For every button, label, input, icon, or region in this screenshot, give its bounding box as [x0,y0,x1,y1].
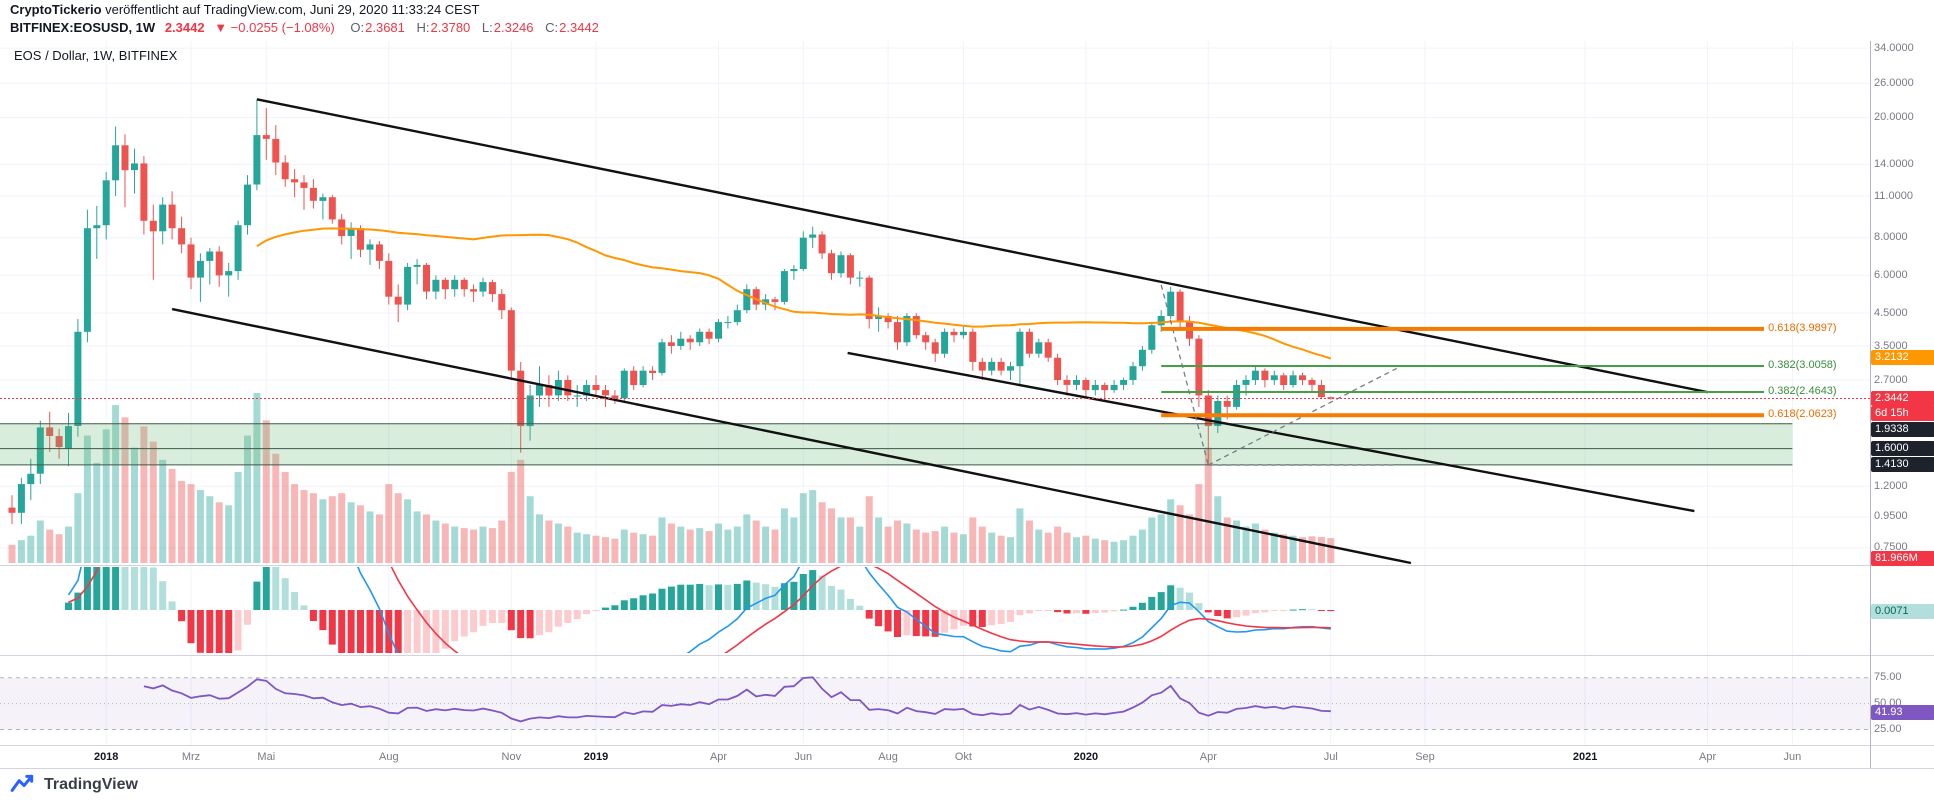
price-tick: 4.5000 [1874,306,1908,319]
time-label: Jun [794,751,813,763]
time-label: Apr [709,751,728,763]
last-price-tag: 2.3442 [1871,391,1934,406]
fib-label: 0.618(2.0623) [1768,408,1837,421]
ohlc-low-label: L: [481,20,493,35]
time-label: Mrz [181,751,201,763]
time-label: Apr [1199,751,1217,763]
time-label-year: 2021 [1572,751,1598,763]
footer: TradingView [10,772,138,798]
time-label: Nov [501,751,522,763]
time-label: Okt [954,751,972,763]
publish-info: veröffentlicht auf TradingView.com, Juni… [101,2,480,17]
header: CryptoTickerio veröffentlicht auf Tradin… [10,1,601,37]
time-label-year: 2019 [583,751,609,763]
price-tick: 3.5000 [1874,339,1908,352]
tradingview-brand: TradingView [44,776,138,793]
price-tick: 14.0000 [1874,157,1914,170]
fib-label: 0.382(2.4643) [1768,385,1837,397]
ohlc-close-value: 2.3442 [559,20,599,35]
time-label: Jun [1783,751,1802,763]
tradingview-logo[interactable] [10,772,36,798]
price-tick: 20.0000 [1874,111,1914,124]
fib-label: 0.618(3.9897) [1768,321,1837,334]
countdown-tag: 6d 15h [1871,406,1934,421]
ohlc-close-label: C: [545,20,559,35]
zone-bottom-tag: 1.4130 [1871,457,1934,473]
price-tick: 1.2000 [1874,479,1908,492]
price-tick: 34.0000 [1874,41,1914,54]
price-tick: 8.0000 [1874,231,1908,244]
price-tick: 0.7500 [1874,541,1908,554]
ma-value-tag: 3.2132 [1871,349,1934,365]
zone-top-tag: 1.9338 [1871,422,1934,438]
price-tick: 2.7000 [1874,373,1908,386]
price-tick: 0.9500 [1874,510,1908,523]
ohlc-high-label: H: [416,20,430,35]
macd-value-tag: 0.0071 [1871,603,1934,619]
rsi-value-tag: 41.93 [1871,704,1934,720]
publisher-name: CryptoTickerio [10,2,102,17]
ohlc-open-value: 2.3681 [365,20,405,35]
time-label: Jul [1323,751,1338,763]
volume-tag: 81.966M [1871,551,1934,566]
price-change: ▼ −0.0255 (−1.08%) [214,20,335,35]
time-label-year: 2018 [93,751,119,763]
symbol-title: BITFINEX:EOSUSD, 1W [10,20,156,35]
time-label: Aug [878,751,898,763]
rsi-tick: 25.00 [1874,723,1902,735]
last-price: 2.3442 [164,20,205,35]
chart-legend: EOS / Dollar, 1W, BITFINEX [14,48,178,63]
price-tick: 11.0000 [1874,189,1913,202]
time-label: Apr [1699,751,1717,763]
time-label: Aug [379,751,399,763]
rsi-tick: 75.00 [1874,671,1902,684]
time-label: Sep [1415,751,1435,763]
ohlc-low-value: 2.3246 [493,20,534,35]
time-label-year: 2020 [1073,751,1099,763]
ohlc-high-value: 2.3780 [430,20,471,35]
publish-line: CryptoTickerio veröffentlicht auf Tradin… [10,1,601,19]
time-label: Mai [257,751,276,763]
fib-label: 0.382(3.0058) [1768,359,1837,371]
symbol-line: BITFINEX:EOSUSD, 1W 2.3442 ▼ −0.0255 (−1… [10,19,601,37]
zone-mid-tag: 1.6000 [1871,441,1934,457]
price-tick: 6.0000 [1874,268,1908,281]
price-tick: 26.0000 [1874,76,1914,89]
ohlc-open-label: O: [350,20,365,35]
